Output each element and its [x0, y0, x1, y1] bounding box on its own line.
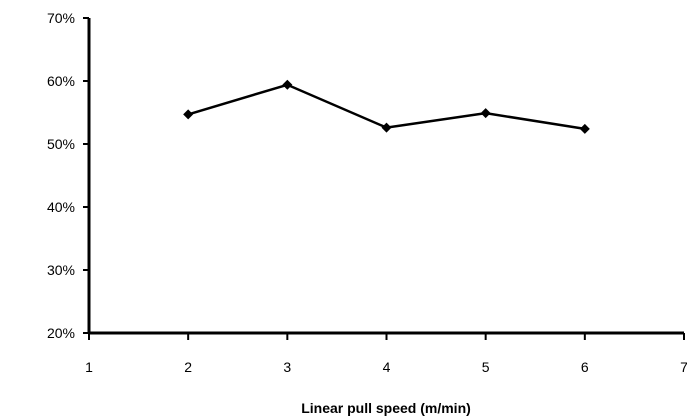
y-tick-label: 70%: [47, 10, 75, 26]
x-tick-label: 1: [85, 359, 93, 375]
data-point: [579, 123, 590, 134]
data-point: [183, 109, 194, 120]
y-tick-label: 60%: [47, 73, 75, 89]
data-point: [282, 79, 293, 90]
data-point: [480, 108, 491, 119]
x-tick-labels: 1 2 3 4 5 6 7: [85, 359, 687, 375]
x-tick-label: 2: [184, 359, 192, 375]
data-point: [381, 122, 392, 133]
y-tick-labels: 20% 30% 40% 50% 60% 70%: [47, 10, 75, 341]
x-tick-label: 4: [383, 359, 391, 375]
y-tick-label: 50%: [47, 136, 75, 152]
series-group: [183, 79, 590, 134]
x-axis-title: Linear pull speed (m/min): [301, 400, 471, 416]
series-line: [187, 83, 586, 131]
x-tick-label: 6: [581, 359, 589, 375]
y-tick-label: 30%: [47, 262, 75, 278]
x-tick-label: 3: [283, 359, 291, 375]
y-tick-label: 20%: [47, 325, 75, 341]
y-tick-label: 40%: [47, 199, 75, 215]
x-tick-label: 5: [482, 359, 490, 375]
x-tick-label: 7: [680, 359, 687, 375]
